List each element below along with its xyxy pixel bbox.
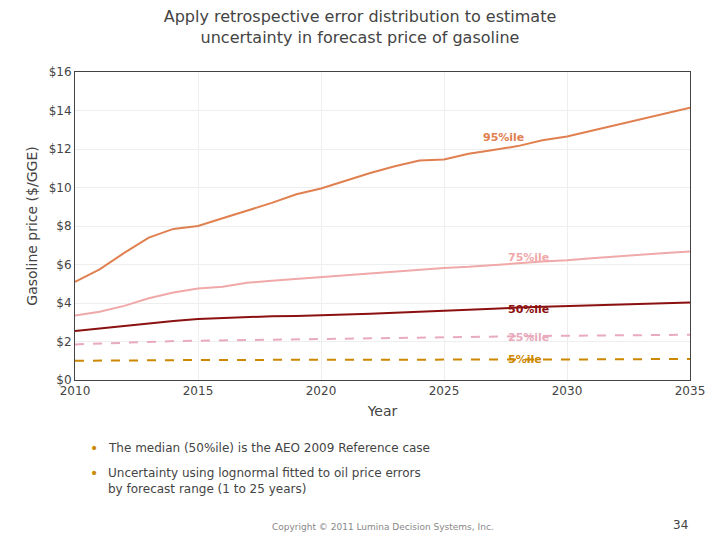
svg-text:Year: Year bbox=[367, 403, 398, 419]
svg-text:$4: $4 bbox=[56, 296, 71, 310]
svg-text:Copyright © 2011 Lumina Decisi: Copyright © 2011 Lumina Decision Systems… bbox=[272, 522, 494, 532]
svg-text:2020: 2020 bbox=[306, 384, 337, 398]
svg-text:The median (50%ile) is the AEO: The median (50%ile) is the AEO 2009 Refe… bbox=[108, 441, 430, 455]
svg-text:5%ile: 5%ile bbox=[508, 353, 542, 366]
svg-text:•: • bbox=[90, 465, 98, 481]
svg-text:Uncertainty using lognormal fi: Uncertainty using lognormal fitted to oi… bbox=[108, 466, 421, 496]
svg-text:$14: $14 bbox=[49, 104, 72, 118]
svg-text:2030: 2030 bbox=[552, 384, 583, 398]
svg-text:95%ile: 95%ile bbox=[483, 131, 524, 144]
svg-text:25%ile: 25%ile bbox=[508, 331, 549, 344]
svg-text:Apply retrospective error dist: Apply retrospective error distribution t… bbox=[164, 7, 557, 47]
svg-text:$0: $0 bbox=[56, 373, 71, 387]
svg-text:•: • bbox=[90, 440, 98, 456]
svg-text:$8: $8 bbox=[56, 219, 71, 233]
svg-text:2015: 2015 bbox=[183, 384, 214, 398]
svg-text:34: 34 bbox=[673, 518, 688, 532]
svg-text:2035: 2035 bbox=[675, 384, 706, 398]
svg-text:$10: $10 bbox=[49, 181, 72, 195]
svg-text:Gasoline price ($/GGE): Gasoline price ($/GGE) bbox=[24, 146, 40, 305]
svg-text:$12: $12 bbox=[49, 142, 72, 156]
svg-text:$16: $16 bbox=[49, 65, 72, 79]
svg-text:$2: $2 bbox=[56, 335, 71, 349]
svg-text:75%ile: 75%ile bbox=[508, 251, 549, 264]
svg-text:$6: $6 bbox=[56, 258, 71, 272]
svg-text:2010: 2010 bbox=[60, 384, 91, 398]
svg-text:50%ile: 50%ile bbox=[508, 303, 549, 316]
svg-text:2025: 2025 bbox=[429, 384, 460, 398]
